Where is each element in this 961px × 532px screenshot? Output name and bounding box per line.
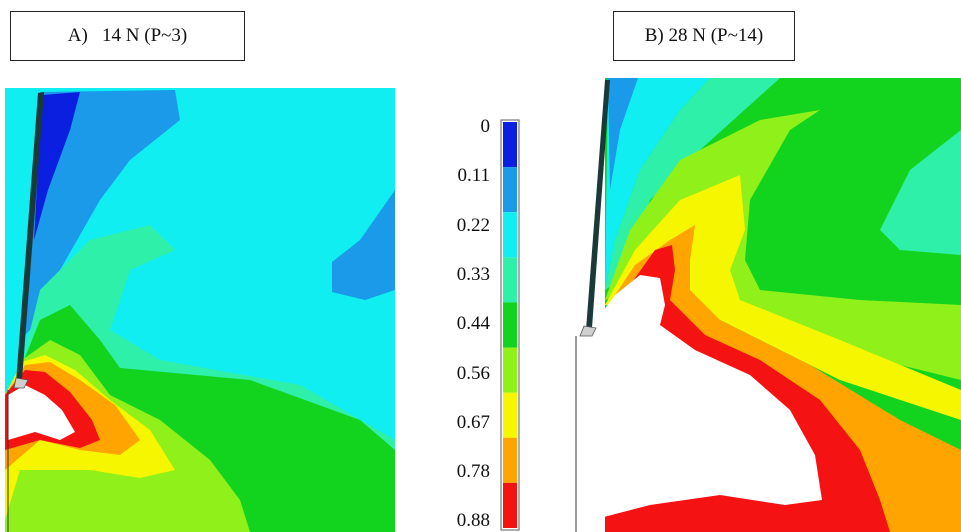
indenter-tip-a: [13, 377, 29, 389]
plot-b-white-core: [576, 275, 822, 532]
scale-tick-label: 0.67: [456, 411, 490, 433]
indenter-tip-b: [579, 325, 597, 337]
panel-a-label-text: A) 14 N (P~3): [67, 25, 188, 46]
color-scale-bar: [500, 119, 520, 531]
scale-tick-label: 0.44: [456, 313, 490, 335]
scale-frame: [500, 119, 520, 531]
scale-segment: [503, 212, 517, 258]
scale-segment: [503, 482, 517, 528]
scale-segment: [503, 167, 517, 213]
scale-tick-label: 0.88: [456, 510, 490, 532]
scale-tick-label: 0.33: [456, 263, 490, 285]
contour-plot-b: [575, 78, 961, 532]
scale-tick-label: 0.22: [456, 214, 490, 236]
indenter-edge-b: [586, 80, 610, 330]
contour-plot-a: [5, 88, 395, 532]
plot-b-region-011: [608, 78, 638, 190]
plot-b-region-022: [605, 78, 710, 290]
panel-a-label: A) 14 N (P~3): [10, 11, 245, 61]
plot-a-white-core: [8, 385, 75, 440]
plot-a-region-darkest: [34, 92, 80, 240]
scale-segment: [503, 302, 517, 348]
scale-segment: [503, 437, 517, 483]
panel-b-label-text: B) 28 N (P~14): [644, 25, 764, 46]
scale-tick-label: 0.11: [457, 165, 490, 187]
plot-b-region-033-right: [880, 130, 961, 255]
scale-tick-label: 0.56: [456, 362, 490, 384]
plot-b-region-056: [605, 110, 961, 380]
scale-segment: [503, 257, 517, 303]
scale-segment: [503, 392, 517, 438]
panel-b-label: B) 28 N (P~14): [613, 11, 795, 61]
plot-a-region-upper-right: [332, 190, 395, 300]
indenter-edge-a: [16, 92, 44, 382]
scale-segment: [503, 347, 517, 393]
scale-tick-label: 0.78: [456, 461, 490, 483]
plot-b-region-067: [605, 175, 961, 420]
scale-segment: [503, 122, 517, 168]
scale-tick-label: 0: [480, 116, 491, 137]
